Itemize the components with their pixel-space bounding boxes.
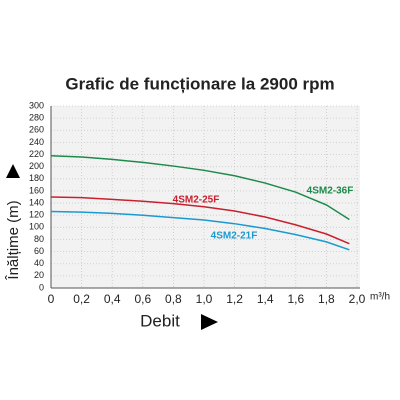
y-tick-label: 120 — [29, 210, 44, 220]
x-tick-label: 1,2 — [226, 292, 243, 306]
y-arrow — [6, 164, 20, 178]
series-line — [50, 210, 350, 251]
y-tick-label: 220 — [29, 149, 44, 159]
x-tick-label: 0,4 — [104, 292, 121, 306]
y-tick-label: 0 — [39, 282, 44, 292]
y-axis-label: Înălțime (m) — [5, 200, 22, 280]
y-tick-label: 40 — [34, 258, 44, 268]
series-label: 4SM2-36F — [307, 186, 354, 197]
x-tick-label: 2,0 — [349, 292, 366, 306]
y-tick-label: 300 — [29, 100, 44, 110]
y-tick-label: 280 — [29, 113, 44, 123]
x-tick-label: 1,4 — [257, 292, 274, 306]
x-tick-label: 0,8 — [165, 292, 182, 306]
series-label: 4SM2-25F — [173, 195, 220, 206]
series-line — [50, 154, 350, 221]
x-tick-label: 0,6 — [134, 292, 151, 306]
y-tick-label: 160 — [29, 185, 44, 195]
x-unit: m³/h — [370, 292, 390, 303]
y-tick-label: 60 — [34, 246, 44, 256]
series-label: 4SM2-21F — [211, 231, 258, 242]
y-tick-label: 140 — [29, 197, 44, 207]
x-tick-label: 1,6 — [287, 292, 304, 306]
x-tick-label: 1,8 — [318, 292, 335, 306]
x-tick-label: 1,0 — [196, 292, 213, 306]
y-tick-label: 240 — [29, 137, 44, 147]
x-axis-label: Debit — [140, 311, 180, 330]
series-line — [50, 196, 350, 245]
x-tick-label: 0,2 — [73, 292, 90, 306]
y-tick-label: 80 — [34, 234, 44, 244]
x-tick-label: 0 — [48, 292, 55, 306]
x-arrow — [201, 314, 218, 330]
y-tick-label: 200 — [29, 161, 44, 171]
y-tick-label: 100 — [29, 222, 44, 232]
y-tick-label: 180 — [29, 173, 44, 183]
y-tick-label: 260 — [29, 125, 44, 135]
chart-title: Grafic de funcționare la 2900 rpm — [65, 74, 334, 93]
y-tick-label: 20 — [34, 270, 44, 280]
